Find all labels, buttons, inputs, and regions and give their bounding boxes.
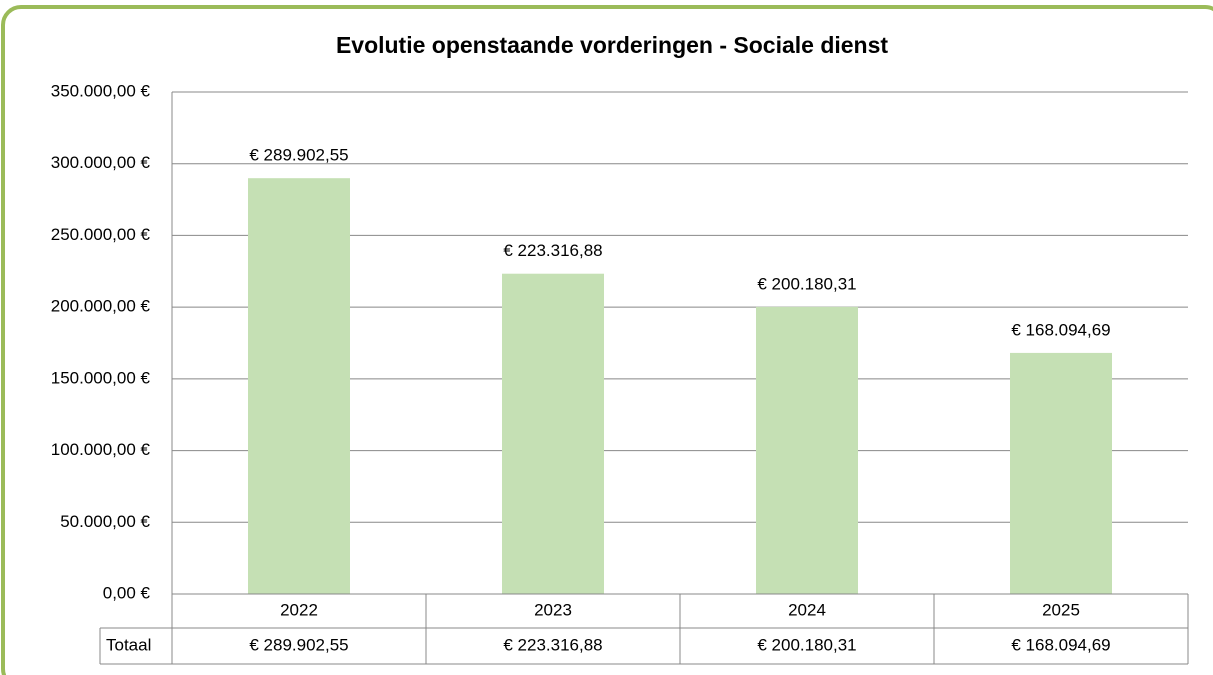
data-label: € 289.902,55 — [249, 146, 348, 165]
y-tick-label: 300.000,00 € — [51, 153, 151, 172]
y-tick-label: 250.000,00 € — [51, 225, 151, 244]
table-cell: € 168.094,69 — [1011, 635, 1110, 654]
data-label: € 200.180,31 — [757, 274, 856, 293]
data-label: € 223.316,88 — [503, 241, 602, 260]
y-tick-label: 200.000,00 € — [51, 297, 151, 316]
x-tick-label: 2023 — [534, 600, 572, 619]
table-series-name: Totaal — [106, 635, 151, 654]
x-tick-label: 2022 — [280, 600, 318, 619]
data-label: € 168.094,69 — [1011, 320, 1110, 339]
table-cell: € 223.316,88 — [503, 635, 602, 654]
bar — [756, 306, 858, 594]
x-tick-label: 2024 — [788, 600, 826, 619]
bar — [1010, 352, 1112, 594]
x-tick-label: 2025 — [1042, 600, 1080, 619]
y-tick-label: 0,00 € — [103, 583, 151, 602]
chart-title: Evolutie openstaande vorderingen - Socia… — [336, 32, 888, 58]
bar — [502, 273, 604, 594]
y-tick-label: 150.000,00 € — [51, 368, 151, 387]
table-cell: € 289.902,55 — [249, 635, 348, 654]
table-cell: € 200.180,31 — [757, 635, 856, 654]
y-tick-label: 100.000,00 € — [51, 440, 151, 459]
bar — [248, 178, 350, 595]
y-tick-label: 50.000,00 € — [60, 512, 150, 531]
y-tick-label: 350.000,00 € — [51, 81, 151, 100]
